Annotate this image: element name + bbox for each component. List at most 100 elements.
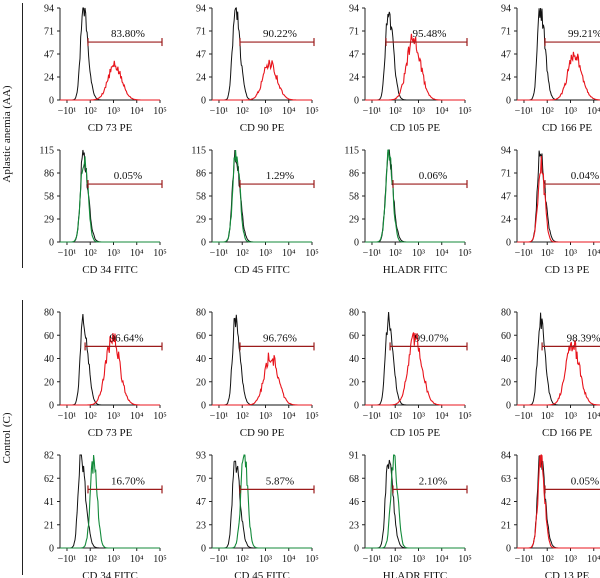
isotype-curve [365,311,465,406]
stained-curve [212,454,312,549]
y-tick-label: 94 [501,4,511,15]
histogram-panel: 0 23 47 70 93 −10¹ 10² 10³ 10⁴ 10⁵ 5.87% CD 45 FITC [196,451,319,578]
y-tick-label: 84 [501,451,511,462]
stained-curve [365,454,465,549]
x-tick-label: 10³ [412,411,425,422]
isotype-curve [60,149,160,243]
x-tick-label: 10² [389,248,402,259]
y-tick-label: 29 [44,215,54,226]
y-tick-label: 24 [196,73,206,84]
histogram-panel: 0 24 47 71 94 −10¹ 10² 10³ 10⁴ 10⁵ 95.48% CD 105 PE [349,4,472,135]
x-tick-label: 10³ [259,411,272,422]
x-tick-label: −10¹ [363,554,382,565]
y-tick-label: 0 [354,401,359,412]
x-tick-label: 10⁵ [458,106,472,117]
histogram-panel: 0 24 47 71 94 −10¹ 10² 10³ 10⁴ 10⁵ 83.80% CD 73 PE [44,4,167,135]
y-tick-label: 0 [506,544,511,555]
histogram-panel: 0 20 40 60 80 −10¹ 10² 10³ 10⁴ 10⁵ 96.64% CD 73 PE [44,308,167,440]
y-tick-label: 58 [196,192,206,203]
histogram-panel: 0 20 40 60 80 −10¹ 10² 10³ 10⁴ 10⁵ 99.07% CD 105 PE [349,308,472,440]
x-tick-label: 10³ [107,106,120,117]
gate-percentage-label: 0.06% [419,170,447,182]
isotype-curve [517,7,600,101]
x-tick-label: 10² [389,411,402,422]
group-divider-control [22,300,23,575]
x-tick-label: −10¹ [515,554,534,565]
x-tick-label: −10¹ [363,248,382,259]
y-tick-label: 71 [501,169,511,180]
x-tick-label: 10⁴ [435,411,449,422]
x-tick-label: 10⁴ [282,106,296,117]
y-tick-label: 58 [44,192,54,203]
y-tick-label: 21 [501,520,511,531]
stained-curve [60,454,160,549]
y-tick-label: 0 [506,238,511,249]
x-tick-label: 10² [541,106,554,117]
x-tick-label: 10⁵ [153,248,167,259]
gate-percentage-label: 95.48% [413,28,447,40]
x-tick-label: −10¹ [210,411,229,422]
group-divider-aa [22,3,23,268]
y-tick-label: 62 [44,474,54,485]
x-tick-label: 10⁵ [153,411,167,422]
x-tick-label: 10² [389,106,402,117]
y-tick-label: 60 [44,331,54,342]
stained-curve [60,333,160,406]
x-axis-label: CD 90 PE [240,122,285,134]
y-tick-label: 71 [196,27,206,38]
x-tick-label: 10³ [412,248,425,259]
x-tick-label: 10⁴ [587,554,600,565]
y-tick-label: 60 [196,331,206,342]
x-tick-label: −10¹ [363,106,382,117]
gate-percentage-label: 5.87% [266,475,294,487]
y-tick-label: 86 [196,169,206,180]
x-tick-label: 10³ [107,554,120,565]
stained-curve [365,33,465,101]
gate-percentage-label: 96.76% [263,332,297,344]
y-tick-label: 94 [44,4,54,15]
x-tick-label: 10² [84,554,97,565]
x-axis-label: CD 45 FITC [234,570,290,578]
x-tick-label: 10³ [107,411,120,422]
x-axis-label: HLADR FITC [383,570,447,578]
gate-percentage-label: 83.80% [111,28,145,40]
histogram-panel: 0 20 40 60 80 −10¹ 10² 10³ 10⁴ 10⁵ 96.76% CD 90 PE [196,308,319,440]
stained-curve [212,352,312,406]
x-axis-label: CD 166 PE [542,122,592,134]
x-tick-label: −10¹ [515,248,534,259]
x-tick-label: −10¹ [210,248,229,259]
x-tick-label: 10³ [412,554,425,565]
x-tick-label: 10⁴ [435,554,449,565]
y-tick-label: 47 [501,192,511,203]
x-tick-label: 10⁴ [130,106,144,117]
x-tick-label: 10⁴ [435,106,449,117]
y-tick-label: 80 [349,308,359,319]
y-tick-label: 94 [196,4,206,15]
y-tick-label: 0 [201,544,206,555]
gate-percentage-label: 99.21% [568,28,600,40]
x-axis-label: CD 73 PE [88,122,133,134]
y-tick-label: 40 [196,354,206,365]
x-axis-label: CD 166 PE [542,427,592,439]
x-tick-label: 10⁵ [153,554,167,565]
x-axis-label: CD 13 PE [545,570,590,578]
y-tick-label: 47 [196,50,206,61]
x-tick-label: 10⁴ [282,554,296,565]
x-tick-label: 10² [236,554,249,565]
y-tick-label: 93 [196,451,206,462]
stained-curve [60,156,160,243]
x-tick-label: 10⁴ [282,248,296,259]
y-tick-label: 94 [349,4,359,15]
x-axis-label: CD 34 FITC [82,264,138,276]
isotype-curve [517,312,600,406]
y-tick-label: 71 [501,27,511,38]
y-tick-label: 24 [349,73,359,84]
y-tick-label: 63 [501,474,511,485]
y-tick-label: 115 [39,146,54,157]
x-axis-label: CD 13 PE [545,264,590,276]
x-axis-label: CD 105 PE [390,122,440,134]
x-tick-label: 10² [84,411,97,422]
x-tick-label: 10⁵ [458,248,472,259]
